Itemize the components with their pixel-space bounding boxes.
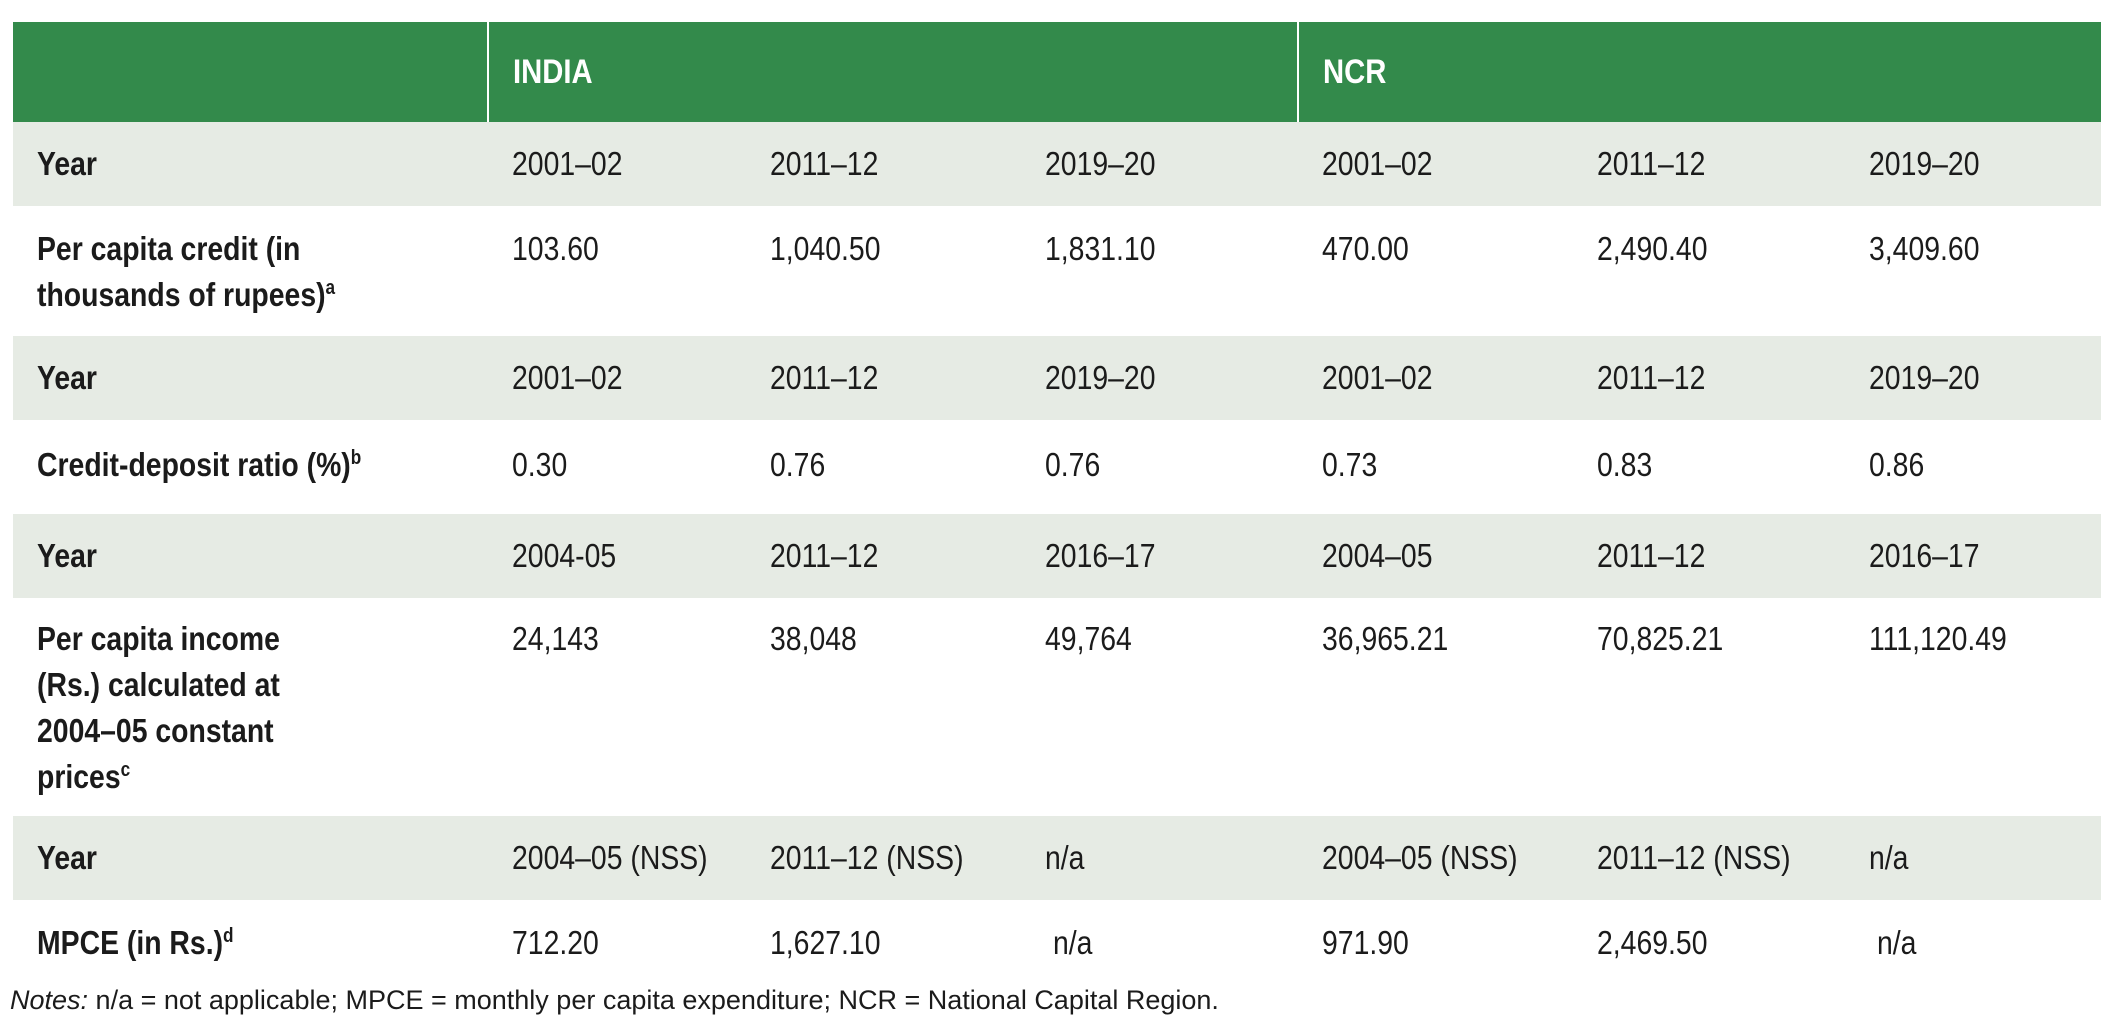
row-label: Per capita income (Rs.) calculated at 20…	[13, 598, 488, 816]
table-row-mpce: MPCE (in Rs.)d 712.20 1,627.10 n/a 971.9…	[13, 900, 2101, 980]
india-cell: 712.20	[488, 900, 746, 980]
india-cell: 2004–05 (NSS)	[488, 816, 746, 900]
ncr-cell: 2001–02	[1298, 122, 1574, 206]
india-cell: 49,764	[1021, 598, 1299, 816]
india-cell: 1,040.50	[746, 206, 1021, 336]
ncr-cell: 0.83	[1573, 420, 1846, 514]
ncr-cell: 3,409.60	[1845, 206, 2101, 336]
india-cell: 2011–12	[746, 122, 1021, 206]
notes-prefix: Notes:	[10, 985, 89, 1015]
footnote-mark: b	[350, 447, 362, 469]
ncr-cell: 2011–12	[1573, 514, 1846, 598]
row-label: Year	[13, 514, 488, 598]
table-header-row: INDIA NCR	[13, 22, 2101, 122]
ncr-cell: n/a	[1845, 900, 2101, 980]
ncr-cell: 971.90	[1298, 900, 1574, 980]
table-row-year: Year 2001–02 2011–12 2019–20 2001–02 201…	[13, 336, 2101, 420]
ncr-cell: 0.86	[1845, 420, 2101, 514]
footnote-mark: a	[325, 277, 336, 299]
india-cell: 2011–12	[746, 336, 1021, 420]
ncr-cell: 2011–12	[1573, 336, 1846, 420]
india-cell: 2011–12 (NSS)	[746, 816, 1021, 900]
header-ncr: NCR	[1297, 22, 2101, 122]
ncr-cell: 2,490.40	[1573, 206, 1846, 336]
ncr-cell: 2019–20	[1845, 122, 2101, 206]
india-cell: 2011–12	[746, 514, 1021, 598]
india-cell: 1,831.10	[1021, 206, 1299, 336]
header-blank-cell	[13, 22, 488, 122]
row-label: MPCE (in Rs.)d	[13, 900, 488, 980]
india-cell: 0.76	[746, 420, 1021, 514]
india-cell: n/a	[1021, 816, 1299, 900]
india-cell: 2001–02	[488, 122, 746, 206]
india-cell: 2019–20	[1021, 336, 1299, 420]
ncr-cell: 70,825.21	[1573, 598, 1846, 816]
header-india: INDIA	[486, 22, 1299, 122]
table-notes: Notes: n/a = not applicable; MPCE = mont…	[10, 985, 1219, 1016]
row-label: Per capita credit (in thousands of rupee…	[13, 206, 488, 336]
ncr-cell: 2004–05	[1298, 514, 1574, 598]
india-cell: 0.30	[488, 420, 746, 514]
india-cell: 24,143	[488, 598, 746, 816]
row-label: Year	[13, 816, 488, 900]
table-row-per-capita-income: Per capita income (Rs.) calculated at 20…	[13, 598, 2101, 816]
ncr-cell: 2011–12 (NSS)	[1573, 816, 1846, 900]
row-label: Credit-deposit ratio (%)b	[13, 420, 488, 514]
ncr-cell: 470.00	[1298, 206, 1574, 336]
india-cell: 2004-05	[488, 514, 746, 598]
row-label: Year	[13, 336, 488, 420]
ncr-cell: 2,469.50	[1573, 900, 1846, 980]
ncr-cell: 36,965.21	[1298, 598, 1574, 816]
ncr-cell: 2001–02	[1298, 336, 1574, 420]
ncr-cell: 2004–05 (NSS)	[1298, 816, 1574, 900]
india-cell: 103.60	[488, 206, 746, 336]
row-label: Year	[13, 122, 488, 206]
table-row-year: Year 2004–05 (NSS) 2011–12 (NSS) n/a 200…	[13, 816, 2101, 900]
ncr-cell: 2016–17	[1845, 514, 2101, 598]
table-row-credit-deposit-ratio: Credit-deposit ratio (%)b 0.30 0.76 0.76…	[13, 420, 2101, 514]
ncr-cell: 2019–20	[1845, 336, 2101, 420]
notes-text: n/a = not applicable; MPCE = monthly per…	[88, 985, 1219, 1015]
footnote-mark: d	[223, 925, 234, 947]
india-cell: 1,627.10	[746, 900, 1021, 980]
india-cell: n/a	[1021, 900, 1299, 980]
ncr-cell: 111,120.49	[1845, 598, 2101, 816]
india-cell: 2019–20	[1021, 122, 1299, 206]
india-cell: 2001–02	[488, 336, 746, 420]
footnote-mark: c	[120, 759, 131, 781]
table-row-year: Year 2004-05 2011–12 2016–17 2004–05 201…	[13, 514, 2101, 598]
india-cell: 0.76	[1021, 420, 1299, 514]
table-row-year: Year 2001–02 2011–12 2019–20 2001–02 201…	[13, 122, 2101, 206]
ncr-cell: 2011–12	[1573, 122, 1846, 206]
ncr-cell: n/a	[1845, 816, 2101, 900]
india-cell: 38,048	[746, 598, 1021, 816]
data-table: INDIA NCR Year 2001–02 2011–12 2019–20 2…	[13, 22, 2101, 980]
table-row-per-capita-credit: Per capita credit (in thousands of rupee…	[13, 206, 2101, 336]
india-cell: 2016–17	[1021, 514, 1299, 598]
ncr-cell: 0.73	[1298, 420, 1574, 514]
